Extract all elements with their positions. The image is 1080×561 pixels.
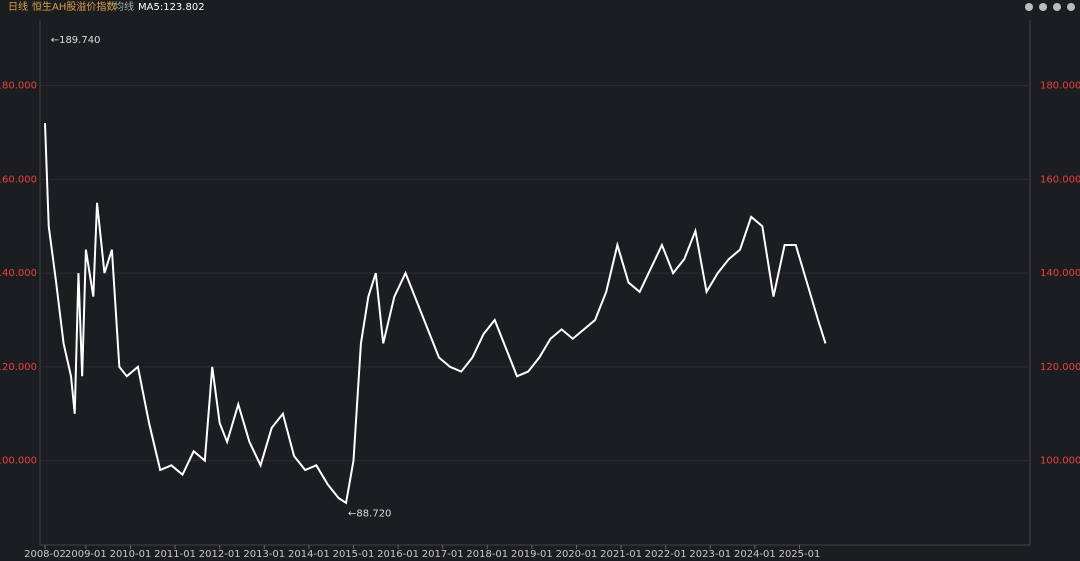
annotation: ←88.720 [348,509,391,520]
x-tick-label: 2023-01 [689,549,731,560]
y-tick-label-right: 180.000 [1040,81,1080,92]
tool-icon[interactable] [1053,3,1061,11]
y-tick-label: 140.000 [0,268,37,279]
x-tick-label: 2020-01 [556,549,598,560]
tool-icon[interactable] [1067,3,1075,11]
y-tick-label: 100.000 [0,456,37,467]
x-tick-label: 2010-01 [110,549,152,560]
period: 日线 [8,0,28,13]
x-tick-label: 2025-01 [779,549,821,560]
series-line [44,123,827,505]
x-tick-label: 2018-01 [466,549,508,560]
x-tick-label: 2013-01 [243,549,285,560]
x-tick-label: 2012-01 [199,549,241,560]
y-tick-label: 180.000 [0,81,37,92]
toolbar[interactable] [1025,3,1075,11]
x-tick-label: 2015-01 [333,549,375,560]
x-tick-label: 2022-01 [645,549,687,560]
ma-value: MA5:123.802 [138,2,205,13]
ma-label: 均线 [114,0,134,13]
tool-icon[interactable] [1025,3,1033,11]
x-tick-label: 2014-01 [288,549,330,560]
x-tick-label: 2009-01 [65,549,107,560]
y-tick-label: 120.000 [0,362,37,373]
x-tick-label: 2016-01 [377,549,419,560]
y-tick-label-right: 120.000 [1040,362,1080,373]
annotation: ←189.740 [51,35,101,46]
x-tick-label: 2011-01 [154,549,196,560]
header-bar [0,0,1080,18]
x-tick-label: 2024-01 [734,549,776,560]
y-tick-label: 160.000 [0,174,37,185]
y-tick-label-right: 140.000 [1040,268,1080,279]
x-tick-label: 2021-01 [600,549,642,560]
title: 恒生AH股溢价指数 [32,0,116,13]
y-tick-label-right: 160.000 [1040,174,1080,185]
x-tick-label: 2017-01 [422,549,464,560]
y-tick-label-right: 100.000 [1040,456,1080,467]
tool-icon[interactable] [1039,3,1047,11]
x-tick-label: 2019-01 [511,549,553,560]
x-tick-label: 2008-02 [24,549,66,560]
